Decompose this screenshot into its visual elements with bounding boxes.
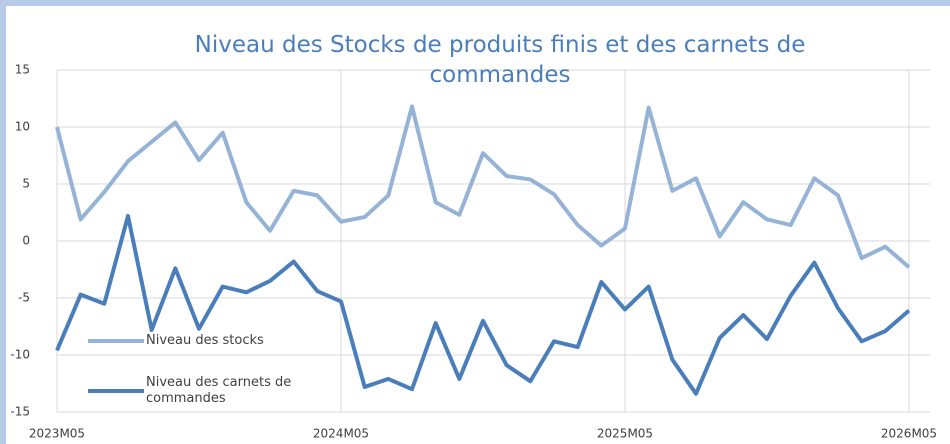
x-tick-label: 2025M05 [597, 427, 653, 441]
legend-item: Niveau des stocks [88, 333, 336, 349]
y-tick-label: 5 [22, 177, 30, 191]
series-line [55, 213, 911, 396]
y-tick-label: 15 [15, 63, 30, 77]
legend-item: Niveau des carnets de commandes [88, 375, 336, 407]
x-tick-label: 2024M05 [313, 427, 369, 441]
y-tick-label: 0 [22, 234, 30, 248]
legend-label: Niveau des carnets de commandes [146, 375, 292, 406]
x-tick-label: 2023M05 [29, 427, 85, 441]
y-tick-label: -10 [10, 348, 30, 362]
y-tick-label: -15 [10, 405, 30, 419]
legend-swatch [88, 339, 144, 343]
y-tick-label: -5 [18, 291, 30, 305]
legend-label: Niveau des stocks [146, 333, 264, 348]
y-tick-label: 10 [15, 120, 30, 134]
chart-title: Niveau des Stocks de produits finis et d… [194, 32, 806, 88]
legend-swatch [88, 389, 144, 393]
series-line [55, 104, 911, 269]
x-tick-label: 2026M05 [881, 427, 937, 441]
